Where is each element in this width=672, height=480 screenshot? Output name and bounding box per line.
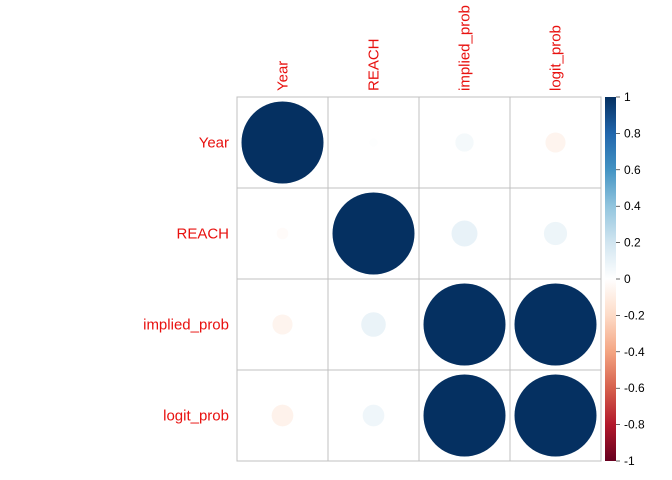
corr-circle-Year-Year bbox=[241, 101, 324, 184]
colorbar-tick-label: -0.4 bbox=[624, 345, 645, 359]
colorbar-tick-label: 1 bbox=[624, 90, 631, 104]
correlation-circles bbox=[241, 101, 597, 457]
colorbar-tick-label: 0.6 bbox=[624, 163, 641, 177]
col-label-REACH: REACH bbox=[366, 38, 383, 91]
corr-circle-implied_prob-Year bbox=[272, 314, 293, 335]
corr-circle-Year-REACH bbox=[369, 138, 378, 147]
colorbar-tick-label: 0.4 bbox=[624, 199, 641, 213]
row-label-logit_prob: logit_prob bbox=[163, 408, 229, 425]
corr-circle-Year-implied_prob bbox=[455, 133, 474, 152]
corr-circle-logit_prob-REACH bbox=[362, 404, 385, 427]
cell-logit_prob-REACH bbox=[327, 369, 420, 462]
column-labels: Year REACH implied_prob logit_prob bbox=[275, 5, 565, 91]
corr-circle-REACH-Year bbox=[276, 227, 289, 240]
corr-circle-REACH-REACH bbox=[332, 192, 415, 275]
row-labels: Year REACH implied_prob logit_prob bbox=[143, 135, 229, 425]
colorbar-tick-label: -0.6 bbox=[624, 381, 645, 395]
corr-circle-REACH-implied_prob bbox=[451, 220, 478, 247]
cell-REACH-logit_prob bbox=[509, 187, 602, 280]
colorbar-tick-label: -1 bbox=[624, 454, 635, 468]
corr-circle-REACH-logit_prob bbox=[543, 221, 568, 246]
col-label-implied_prob: implied_prob bbox=[457, 5, 474, 91]
colorbar-ticks: 1 0.8 0.6 0.4 0.2 0 -0.2 -0.4 -0.6 -0.8 -1 bbox=[616, 90, 645, 468]
corr-circle-implied_prob-logit_prob bbox=[514, 283, 597, 366]
colorbar-tick-label: -0.2 bbox=[624, 308, 645, 322]
corr-circle-implied_prob-REACH bbox=[361, 312, 386, 337]
colorbar-tick-label: 0.2 bbox=[624, 236, 641, 250]
corr-circle-implied_prob-implied_prob bbox=[423, 283, 506, 366]
corr-circle-logit_prob-implied_prob bbox=[423, 374, 506, 457]
col-label-logit_prob: logit_prob bbox=[548, 25, 565, 91]
row-label-Year: Year bbox=[199, 135, 229, 152]
col-label-Year: Year bbox=[275, 61, 292, 91]
colorbar-tick-label: -0.8 bbox=[624, 418, 645, 432]
corr-circle-logit_prob-logit_prob bbox=[514, 374, 597, 457]
colorbar-tick-label: 0.8 bbox=[624, 126, 641, 140]
row-label-REACH: REACH bbox=[176, 226, 229, 243]
color-legend: 1 0.8 0.6 0.4 0.2 0 -0.2 -0.4 -0.6 -0.8 -1 bbox=[605, 90, 645, 468]
colorbar-tick-label: 0 bbox=[624, 272, 631, 286]
corr-circle-Year-logit_prob bbox=[545, 132, 566, 153]
colorbar-gradient bbox=[605, 97, 616, 461]
corr-circle-logit_prob-Year bbox=[271, 404, 294, 427]
row-label-implied_prob: implied_prob bbox=[143, 317, 229, 334]
